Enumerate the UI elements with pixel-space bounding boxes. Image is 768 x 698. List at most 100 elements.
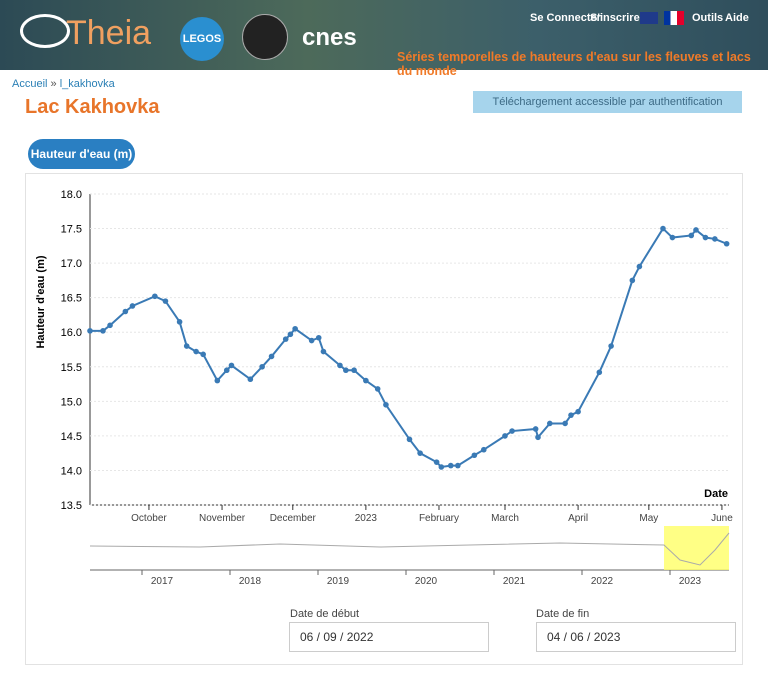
navigator-selection[interactable] — [664, 526, 729, 570]
header: Theia LEGOS cnes Se Connecter S'inscrire… — [0, 0, 768, 78]
data-point — [688, 232, 695, 239]
data-point — [433, 459, 440, 465]
data-point — [152, 293, 158, 300]
y-tick-label: 18.0 — [61, 189, 82, 201]
data-point — [455, 462, 461, 469]
data-point — [502, 433, 508, 439]
data-point — [596, 369, 603, 376]
partner-logo-2[interactable] — [242, 14, 288, 60]
signup-link[interactable]: S'inscrire — [590, 12, 640, 24]
logo-eye — [20, 14, 70, 48]
navigator-year: 2018 — [239, 576, 262, 587]
data-point — [223, 367, 230, 374]
data-point — [122, 308, 129, 315]
data-point — [268, 353, 275, 360]
data-point — [447, 462, 454, 469]
data-point — [129, 303, 136, 309]
flag-fr[interactable] — [664, 11, 684, 25]
breadcrumb: Accueil » l_kakhovka — [12, 78, 115, 90]
x-tick-label: 2023 — [355, 513, 378, 524]
data-point — [287, 331, 294, 338]
y-tick-label: 17.0 — [61, 258, 82, 270]
data-point — [669, 234, 676, 241]
crumb-home[interactable]: Accueil — [12, 78, 48, 90]
data-point — [176, 319, 183, 325]
crumb-current[interactable]: l_kakhovka — [59, 78, 115, 90]
x-tick-label: November — [199, 513, 246, 524]
navigator-year: 2021 — [503, 576, 526, 587]
y-tick-label: 14.5 — [61, 431, 82, 443]
y-tick-label: 14.0 — [61, 465, 82, 477]
data-point — [351, 367, 357, 374]
agency-logo[interactable]: cnes — [302, 24, 357, 51]
download-button[interactable]: Téléchargement accessible par authentifi… — [473, 91, 742, 113]
data-point — [406, 436, 413, 443]
y-tick-label: 16.0 — [61, 327, 82, 339]
data-point — [292, 325, 298, 332]
tools-link[interactable]: Outils — [692, 12, 724, 24]
navigator-year: 2022 — [591, 576, 614, 587]
x-tick-label: April — [568, 513, 588, 524]
data-point — [575, 408, 581, 415]
data-point — [308, 337, 315, 344]
date-end-input[interactable]: 04 / 06 / 2023 — [536, 622, 736, 652]
navigator-line — [89, 532, 730, 566]
login-link[interactable]: Se Connecter — [530, 12, 601, 24]
data-point — [723, 240, 730, 247]
data-point — [480, 446, 487, 453]
flag-en[interactable] — [640, 12, 658, 24]
x-tick-label: June — [711, 513, 733, 524]
data-point — [107, 322, 113, 329]
date-start-input[interactable]: 06 / 09 / 2022 — [289, 622, 489, 652]
data-point — [702, 234, 709, 241]
data-point — [282, 336, 289, 342]
data-point — [636, 263, 643, 270]
tab[interactable]: Hauteur d'eau (m) — [28, 139, 135, 169]
x-tick-label: October — [131, 513, 167, 524]
data-point — [438, 464, 445, 470]
y-tick-label: 16.5 — [61, 293, 82, 305]
x-tick-label: May — [639, 513, 658, 524]
navigator-year: 2019 — [327, 576, 350, 587]
data-point — [374, 386, 381, 392]
x-tick-label: March — [491, 513, 519, 524]
data-point — [471, 452, 478, 459]
data-point — [315, 334, 322, 341]
data-point — [247, 376, 254, 383]
page-title: Lac Kakhovka — [25, 96, 160, 118]
y-axis-title: Hauteur d'eau (m) — [35, 255, 47, 348]
chart-panel — [25, 173, 743, 665]
y-tick-label: 13.5 — [61, 500, 82, 512]
data-point — [383, 401, 389, 408]
data-point — [259, 363, 265, 370]
data-point — [693, 227, 699, 233]
data-point — [228, 362, 235, 369]
data-point — [100, 328, 106, 334]
data-point — [183, 343, 190, 349]
partner-logo[interactable]: LEGOS — [180, 17, 224, 61]
x-tick-label: February — [419, 513, 459, 524]
data-point — [509, 428, 515, 434]
data-point — [417, 450, 423, 456]
data-point — [320, 348, 327, 355]
tagline: Séries temporelles de hauteurs d'eau sur… — [397, 50, 751, 78]
data-point — [660, 225, 666, 232]
data-point — [568, 412, 574, 418]
data-point — [712, 236, 718, 242]
date-start-label: Date de début — [290, 608, 359, 620]
x-tick-label: December — [270, 513, 317, 524]
data-point — [535, 434, 541, 441]
navigator-year: 2017 — [151, 576, 174, 587]
data-point — [546, 420, 553, 427]
crumb-sep: » — [50, 78, 57, 90]
data-point — [162, 298, 169, 304]
logo[interactable]: Theia — [66, 14, 152, 52]
data-point — [200, 351, 206, 358]
y-tick-label: 15.5 — [61, 362, 82, 374]
data-point — [532, 426, 539, 432]
y-tick-label: 15.0 — [61, 396, 82, 408]
help-link[interactable]: Aide — [725, 12, 749, 24]
data-point — [562, 420, 568, 427]
